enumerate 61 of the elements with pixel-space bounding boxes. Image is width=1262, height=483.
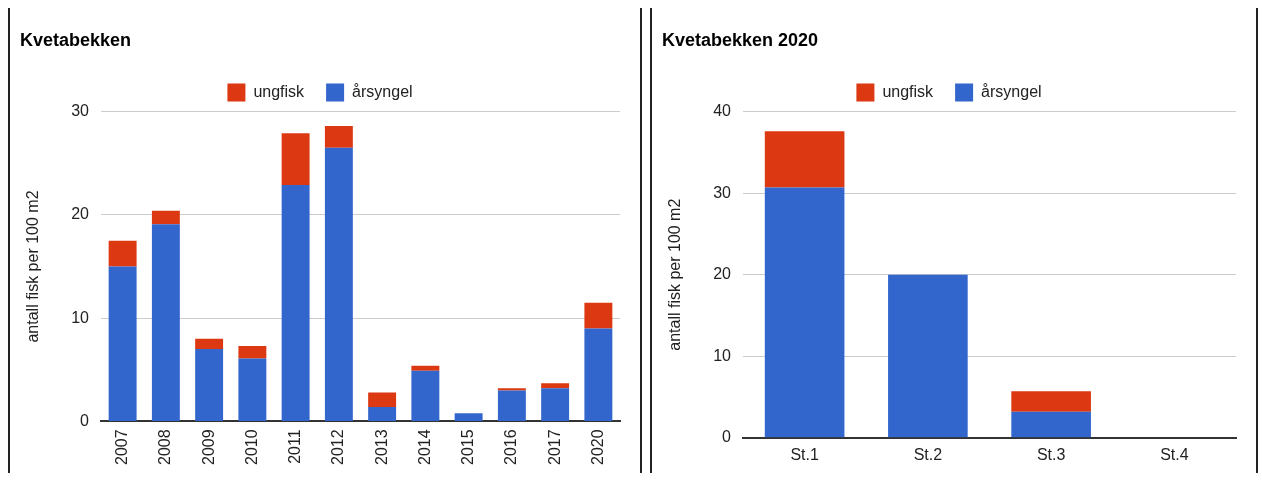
legend-label: ungfisk <box>882 83 935 101</box>
bar <box>238 358 267 421</box>
bar <box>764 187 845 438</box>
bar <box>281 133 310 185</box>
x-tick-label: 2016 <box>502 429 520 465</box>
bar <box>368 392 397 407</box>
chart-title: Kvetabekken <box>20 29 132 50</box>
bar <box>541 388 570 421</box>
bar <box>888 274 968 438</box>
y-axis-title: antall fisk per 100 m2 <box>24 190 42 343</box>
bar <box>1011 411 1091 438</box>
bar <box>411 370 440 421</box>
y-tick-label: 20 <box>71 205 90 223</box>
x-tick-label: 2014 <box>415 429 433 465</box>
bar <box>584 302 613 329</box>
bar <box>108 266 137 421</box>
bar <box>324 126 353 148</box>
bar <box>1011 391 1091 412</box>
x-tick-label: 2011 <box>286 429 304 464</box>
y-tick-label: 30 <box>713 183 732 201</box>
bar <box>454 413 483 421</box>
y-tick-label: 0 <box>722 428 732 446</box>
bar <box>281 184 310 421</box>
bar <box>108 240 137 267</box>
bar <box>324 147 353 421</box>
x-tick-label: 2007 <box>113 429 131 465</box>
bar <box>541 383 570 389</box>
bar <box>151 210 180 225</box>
bar <box>368 406 397 421</box>
x-tick-label: 2012 <box>329 429 347 465</box>
x-tick-label: 2015 <box>459 429 477 465</box>
bar <box>195 338 224 350</box>
legend-label: årsyngel <box>981 83 1042 101</box>
x-tick-label: St.2 <box>913 445 943 463</box>
bar <box>497 390 526 421</box>
bar <box>411 365 440 371</box>
y-tick-label: 10 <box>71 308 90 326</box>
bar <box>195 349 224 421</box>
bar <box>584 328 613 421</box>
legend-label: ungfisk <box>253 83 306 101</box>
x-tick-label: 2008 <box>156 429 174 465</box>
x-tick-label: 2010 <box>242 429 260 465</box>
y-axis-title: antall fisk per 100 m2 <box>666 198 684 351</box>
x-tick-label: St.4 <box>1160 445 1189 463</box>
bar <box>497 388 526 391</box>
bar <box>238 346 267 359</box>
x-tick-label: St.1 <box>790 445 819 463</box>
y-tick-label: 20 <box>713 265 732 283</box>
y-tick-label: 30 <box>71 102 90 120</box>
y-tick-label: 10 <box>713 346 732 364</box>
x-tick-label: 2020 <box>588 429 606 465</box>
legend-label: årsyngel <box>352 83 413 101</box>
chart-title: Kvetabekken 2020 <box>662 29 819 50</box>
y-tick-label: 40 <box>713 102 732 120</box>
bar <box>151 224 180 421</box>
y-tick-label: 0 <box>80 411 90 429</box>
x-tick-label: St.3 <box>1036 445 1066 463</box>
x-tick-label: 2013 <box>372 429 390 465</box>
x-tick-label: 2009 <box>199 429 217 465</box>
x-tick-label: 2017 <box>545 429 563 465</box>
bar <box>764 131 845 188</box>
